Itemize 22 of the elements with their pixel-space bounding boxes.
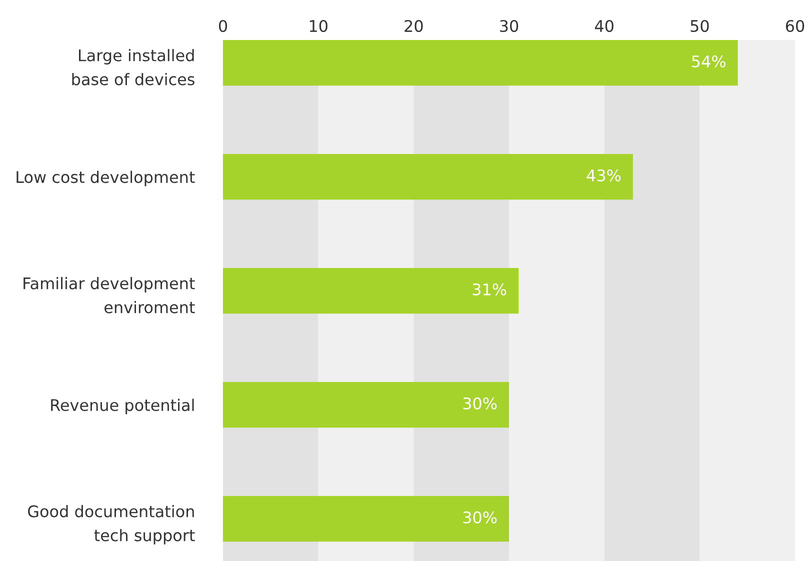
data-label: 31% (472, 283, 506, 296)
bar (223, 40, 738, 86)
y-tick-label: Good documentation tech support (28, 505, 195, 544)
bar (223, 268, 519, 314)
data-label: 30% (463, 397, 497, 410)
x-tick-label: 60 (786, 20, 804, 32)
y-tick-label: Large installed base of devices (72, 49, 194, 86)
bar (223, 154, 633, 200)
x-tick-label: 0 (218, 20, 228, 32)
bar (223, 496, 509, 542)
x-tick-label: 20 (404, 20, 423, 32)
x-tick-label: 40 (594, 20, 614, 32)
y-tick-label: Revenue potential (51, 398, 194, 414)
data-label: 43% (586, 169, 621, 182)
data-label: 30% (463, 511, 497, 524)
data-label: 54% (692, 55, 726, 68)
x-tick-label: 10 (310, 20, 328, 32)
x-tick-label: 50 (690, 20, 709, 32)
x-tick-label: 30 (500, 20, 518, 32)
bar (223, 382, 509, 428)
y-tick-label: Low cost development (16, 170, 195, 186)
y-tick-label: Familiar development enviroment (24, 277, 195, 314)
